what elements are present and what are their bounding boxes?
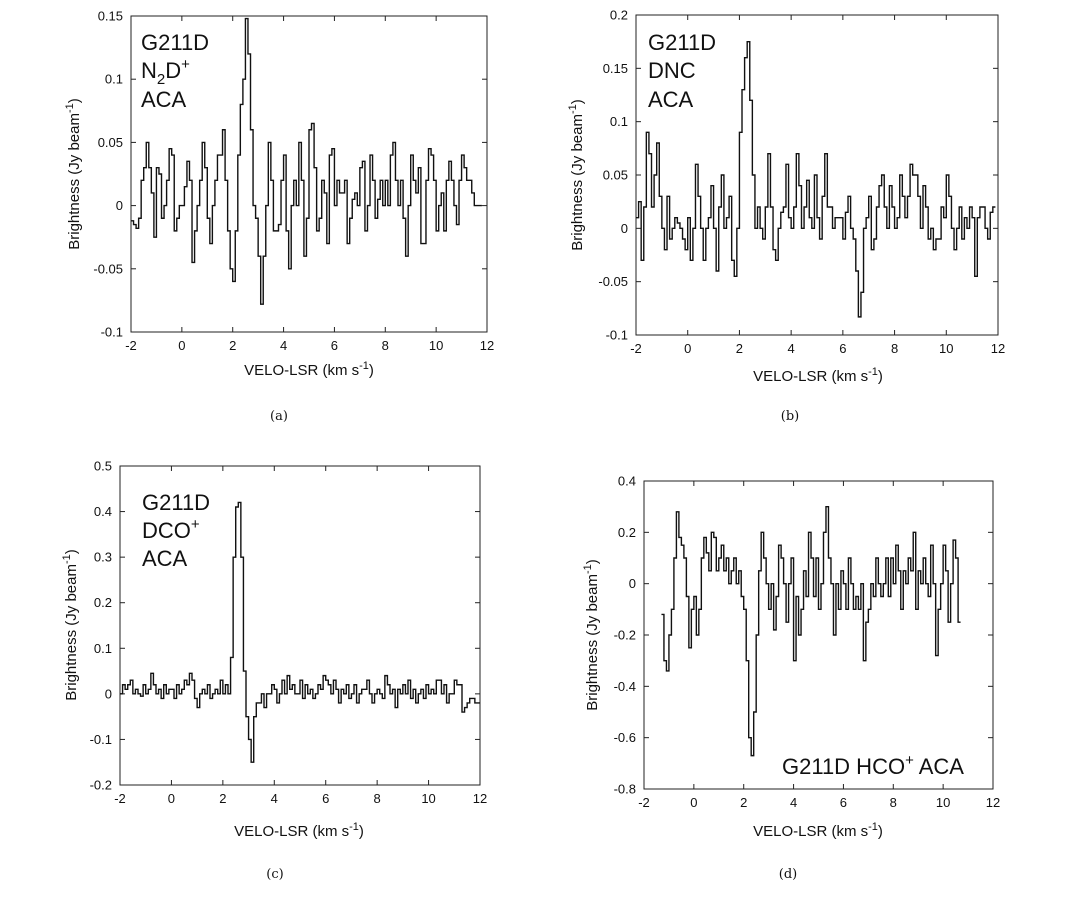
panel-a-xtick-label: 8 xyxy=(382,338,389,353)
panel-a-spectrum xyxy=(131,17,482,305)
panel-a-ytick-label: 0 xyxy=(116,198,123,213)
panel-a-caption: (a) xyxy=(270,409,288,424)
panel-c-xtick-label: 2 xyxy=(219,791,226,806)
panel-a-ytick-label: 0.05 xyxy=(98,135,123,150)
panel-a-title-line3: ACA xyxy=(141,87,187,112)
panel-b-title-line3: ACA xyxy=(648,87,694,112)
panel-d-ytick-label: -0.4 xyxy=(614,679,636,694)
panel-b-ytick-label: 0 xyxy=(621,221,628,236)
panel-b-xtick-label: 8 xyxy=(891,341,898,356)
panel-c-xtick-label: 6 xyxy=(322,791,329,806)
panel-a-ytick-label: 0.15 xyxy=(98,9,123,24)
panel-c-ticks: -2 0 2 4 6 8 10 12 -0.2 -0.1 0 0.1 0.2 0.3 0.4 0.5 xyxy=(90,459,488,807)
panel-b-ytick-label: 0.2 xyxy=(610,8,628,23)
panel-d-caption: (d) xyxy=(779,867,797,882)
panel-b-xtick-label: -2 xyxy=(630,341,642,356)
panel-b-ytick-label: -0.1 xyxy=(606,328,628,343)
panel-a-xtick-label: -2 xyxy=(125,338,137,353)
panel-b-xtick-label: 2 xyxy=(736,341,743,356)
panel-c-ytick-label: 0.3 xyxy=(94,550,112,565)
panel-b-xtick-label: 10 xyxy=(939,341,953,356)
panel-d-xtick-label: 8 xyxy=(890,795,897,810)
panel-d: -2 0 2 4 6 8 10 12 -0.8 -0.6 -0.4 -0.2 0 0.2 0.4 G211D… xyxy=(582,474,1000,883)
panel-d-xtick-label: 2 xyxy=(740,795,747,810)
panel-a: -2 0 2 4 6 8 10 12 -0.1 -0.05 0 0.05 0.1 0.15 G211D N… xyxy=(64,9,494,425)
panel-c-ylabel: Brightness (Jy beam-1) xyxy=(61,549,80,701)
panel-b-spectrum xyxy=(636,40,996,318)
panel-a-frame xyxy=(130,15,488,333)
panel-c: -2 0 2 4 6 8 10 12 -0.2 -0.1 0 0.1 0.2 0.3 0.4 0.5 G211… xyxy=(61,459,487,883)
panel-b-xtick-label: 0 xyxy=(684,341,691,356)
panel-d-xlabel: VELO-LSR (km s-1) xyxy=(753,821,883,840)
panel-a-ytick-label: -0.05 xyxy=(93,261,123,276)
panel-c-title-line3: ACA xyxy=(142,546,188,571)
panel-a-title-line1: G211D xyxy=(141,30,209,55)
panel-d-ytick-label: -0.2 xyxy=(614,628,636,643)
panel-b-ytick-label: 0.1 xyxy=(610,114,628,129)
panel-b: -2 0 2 4 6 8 10 12 -0.1 -0.05 0 0.05 0.1 0.15 0.2 G211… xyxy=(567,8,1005,425)
panel-a-xtick-label: 0 xyxy=(178,338,185,353)
panel-b-xtick-label: 6 xyxy=(839,341,846,356)
panel-c-ytick-label: 0.1 xyxy=(94,641,112,656)
panel-d-xtick-label: 0 xyxy=(690,795,697,810)
panel-a-xtick-label: 10 xyxy=(429,338,443,353)
panel-c-ytick-label: 0.5 xyxy=(94,459,112,474)
panel-b-ytick-label: 0.05 xyxy=(603,168,628,183)
panel-d-ytick-label: -0.6 xyxy=(614,730,636,745)
panel-d-xtick-label: 12 xyxy=(986,795,1000,810)
panel-d-ylabel: Brightness (Jy beam-1) xyxy=(582,559,601,711)
panel-d-xtick-label: 6 xyxy=(840,795,847,810)
panel-c-ytick-label: -0.1 xyxy=(90,732,112,747)
panel-b-xlabel: VELO-LSR (km s-1) xyxy=(753,366,883,385)
panel-b-title-line2: DNC xyxy=(648,58,696,83)
panel-c-ytick-label: 0.2 xyxy=(94,595,112,610)
panel-d-ytick-label: 0.2 xyxy=(618,525,636,540)
panel-c-frame xyxy=(119,465,481,786)
panel-c-title-line1: G211D xyxy=(142,490,210,515)
panel-c-xlabel: VELO-LSR (km s-1) xyxy=(234,821,364,840)
panel-a-ytick-label: -0.1 xyxy=(101,325,123,340)
panel-b-xtick-label: 12 xyxy=(991,341,1005,356)
panel-c-title-line2: DCO+ xyxy=(142,516,200,543)
panel-d-ticks: -2 0 2 4 6 8 10 12 -0.8 -0.6 -0.4 -0.2 0 0.2 0.4 xyxy=(614,474,1001,811)
panel-b-caption: (b) xyxy=(781,409,799,424)
panel-a-ylabel: Brightness (Jy beam-1) xyxy=(64,98,83,250)
panel-d-xtick-label: 4 xyxy=(790,795,797,810)
panel-a-xtick-label: 2 xyxy=(229,338,236,353)
panel-c-caption: (c) xyxy=(266,867,283,882)
panel-c-spectrum xyxy=(120,501,480,763)
panel-d-title: G211D HCO+ ACA xyxy=(782,752,964,779)
panel-c-xtick-label: 8 xyxy=(374,791,381,806)
panel-c-xtick-label: 12 xyxy=(473,791,487,806)
panel-a-xtick-label: 6 xyxy=(331,338,338,353)
panel-c-xtick-label: 0 xyxy=(168,791,175,806)
panel-b-title-line1: G211D xyxy=(648,30,716,55)
panel-c-xtick-label: 10 xyxy=(421,791,435,806)
panel-d-xtick-label: 10 xyxy=(936,795,950,810)
panel-a-title-line2: N2D+ xyxy=(141,56,190,88)
panel-b-xtick-label: 4 xyxy=(788,341,795,356)
panel-a-ticks: -2 0 2 4 6 8 10 12 -0.1 -0.05 0 0.05 0.1 0.15 xyxy=(93,9,494,354)
panel-a-xtick-label: 12 xyxy=(480,338,494,353)
panel-d-ytick-label: 0 xyxy=(629,576,636,591)
panel-c-xtick-label: -2 xyxy=(114,791,126,806)
panel-c-ytick-label: 0.4 xyxy=(94,504,112,519)
panel-a-xlabel: VELO-LSR (km s-1) xyxy=(244,360,374,379)
panel-a-ytick-label: 0.1 xyxy=(105,72,123,87)
panel-a-xtick-label: 4 xyxy=(280,338,287,353)
panel-d-xtick-label: -2 xyxy=(638,795,650,810)
panel-b-ytick-label: -0.05 xyxy=(598,274,628,289)
panel-d-ytick-label: -0.8 xyxy=(614,782,636,797)
panel-c-xtick-label: 4 xyxy=(271,791,278,806)
panel-b-ylabel: Brightness (Jy beam-1) xyxy=(567,99,586,251)
panel-b-ytick-label: 0.15 xyxy=(603,61,628,76)
panel-c-ytick-label: 0 xyxy=(105,686,112,701)
panel-c-ytick-label: -0.2 xyxy=(90,778,112,793)
panel-b-ticks: -2 0 2 4 6 8 10 12 -0.1 -0.05 0 0.05 0.1 0.15 0.2 xyxy=(598,8,1005,357)
panel-d-ytick-label: 0.4 xyxy=(618,474,636,489)
panel-d-spectrum xyxy=(661,505,961,757)
